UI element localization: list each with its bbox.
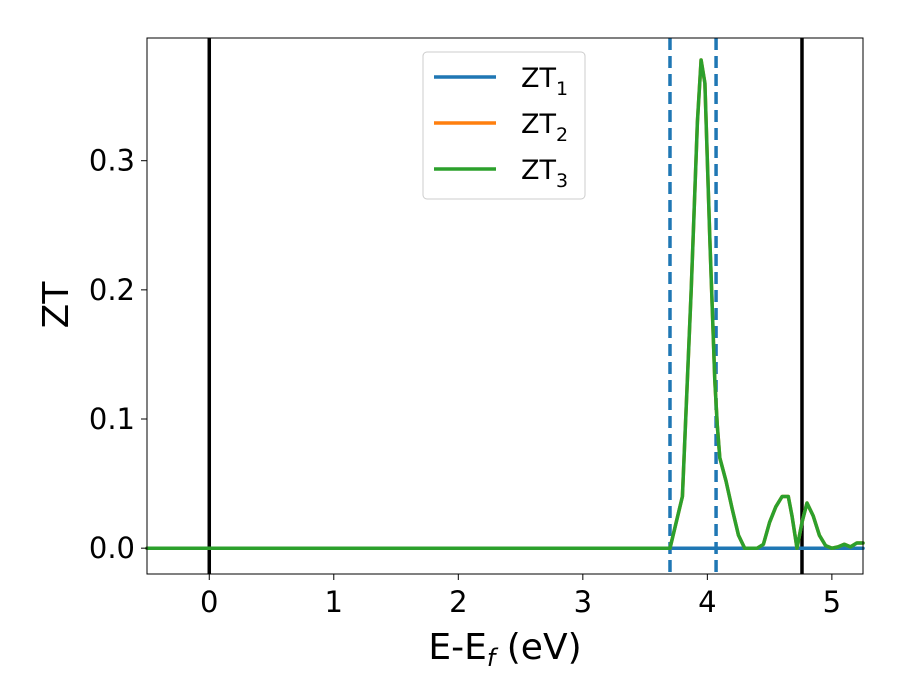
x-axis-ticks: 0 1 2 3 4 5 (200, 574, 841, 619)
x-tick-label: 3 (574, 585, 592, 619)
legend-label-zt2: ZT2 (521, 109, 568, 146)
y-tick-label: 0.0 (89, 531, 135, 565)
x-tick-label: 4 (698, 585, 716, 619)
series-lines (145, 58, 865, 550)
legend: ZT1 ZT2 ZT3 (422, 51, 586, 200)
legend-box (422, 51, 586, 200)
x-axis-title: E-Ef (eV) (428, 627, 581, 672)
y-axis-title: ZT (36, 281, 77, 329)
reference-lines (207, 38, 804, 574)
x-tick-label: 0 (200, 585, 218, 619)
x-tick-label: 2 (449, 585, 467, 619)
x-tick-label: 1 (325, 585, 343, 619)
y-tick-label: 0.2 (89, 273, 135, 307)
plot-frame (146, 37, 864, 575)
y-tick-label: 0.3 (89, 144, 135, 178)
legend-label-zt1: ZT1 (521, 63, 568, 100)
series-line-zt3 (145, 58, 865, 550)
y-axis-ticks: 0.0 0.1 0.2 0.3 (89, 144, 147, 565)
y-tick-label: 0.1 (89, 402, 135, 436)
legend-label-zt3: ZT3 (521, 155, 568, 192)
x-tick-label: 5 (823, 585, 841, 619)
